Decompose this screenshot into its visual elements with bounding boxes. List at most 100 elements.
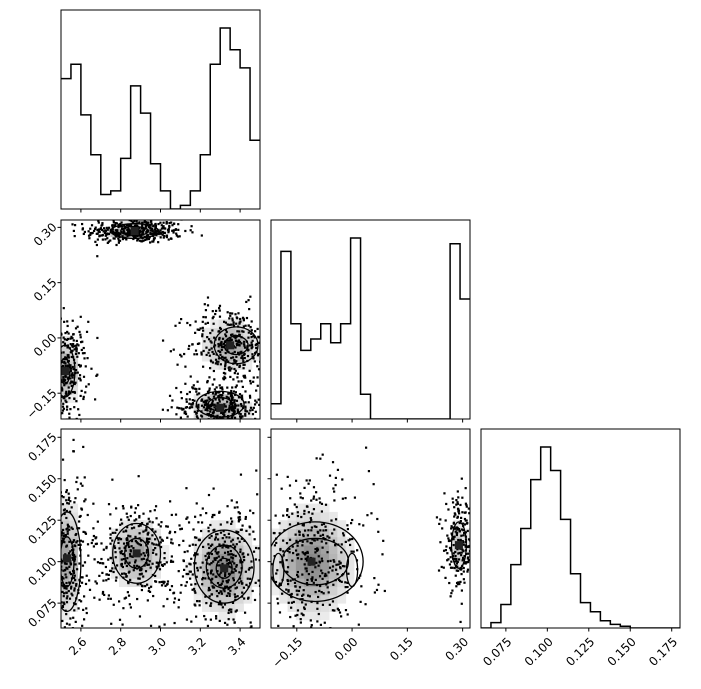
sample-point	[238, 571, 241, 574]
sample-point	[207, 426, 209, 428]
sample-point	[149, 624, 153, 627]
sample-point	[153, 509, 156, 512]
sample-point	[214, 309, 218, 313]
sample-point	[220, 582, 223, 585]
contour-line	[195, 390, 245, 418]
sample-point	[254, 421, 256, 423]
sample-point	[250, 630, 252, 632]
sample-point	[63, 512, 66, 516]
sample-point	[70, 384, 73, 388]
sample-point	[310, 499, 313, 502]
sample-point	[296, 593, 299, 596]
sample-point	[176, 363, 179, 366]
sample-point	[125, 541, 129, 545]
sample-point	[109, 542, 112, 545]
density-cell	[201, 327, 211, 337]
sample-point	[133, 220, 136, 223]
sample-point	[56, 572, 58, 574]
density-peak	[220, 564, 229, 573]
sample-point	[201, 326, 204, 329]
sample-point	[461, 511, 464, 514]
sample-point	[144, 570, 148, 573]
sample-point	[145, 231, 148, 234]
density-cell	[210, 545, 220, 554]
sample-point	[67, 498, 70, 502]
density-cell	[287, 545, 297, 554]
sample-point	[139, 573, 142, 576]
sample-point	[40, 553, 42, 555]
sample-point	[233, 506, 236, 509]
sample-point	[227, 426, 229, 428]
density-cell	[210, 603, 220, 612]
sample-point	[287, 601, 290, 604]
sample-point	[50, 495, 52, 497]
sample-point	[107, 232, 111, 236]
sample-point	[446, 559, 449, 562]
sample-point	[303, 563, 306, 566]
sample-point	[320, 569, 323, 572]
sample-point	[80, 222, 84, 226]
sample-point	[200, 414, 203, 417]
sample-point	[242, 556, 245, 559]
sample-point	[254, 351, 257, 355]
sample-point	[193, 353, 196, 356]
sample-point	[237, 423, 239, 425]
sample-point	[58, 404, 60, 406]
density-cell	[243, 402, 253, 412]
sample-point	[161, 230, 164, 234]
sample-point	[226, 323, 229, 326]
sample-point	[75, 400, 78, 403]
density-panel-1-2	[270, 428, 471, 629]
sample-point	[215, 552, 218, 555]
sample-point	[232, 543, 235, 546]
sample-point	[52, 367, 54, 369]
sample-point	[233, 410, 236, 413]
sample-point	[75, 339, 78, 343]
sample-point	[141, 221, 144, 224]
density-cell	[69, 503, 79, 513]
histogram-panel-1	[270, 219, 471, 420]
sample-point	[76, 343, 79, 346]
sample-point	[50, 351, 52, 353]
sample-point	[245, 583, 248, 586]
density-cell	[210, 528, 220, 538]
density-cell	[337, 536, 347, 546]
y-tick-label: 0.00	[31, 331, 60, 360]
sample-point	[303, 607, 306, 611]
sample-point	[185, 424, 187, 426]
sample-point	[208, 397, 211, 401]
sample-point	[154, 505, 158, 508]
sample-point	[138, 532, 141, 535]
sample-point	[138, 615, 142, 618]
sample-point	[306, 505, 309, 508]
sample-point	[169, 500, 172, 503]
sample-point	[235, 565, 238, 568]
sample-point	[317, 595, 320, 599]
sample-point	[67, 525, 70, 528]
sample-point	[118, 618, 122, 621]
sample-point	[212, 586, 215, 589]
sample-point	[124, 573, 127, 576]
sample-point	[241, 415, 244, 418]
sample-point	[70, 367, 73, 370]
contour-line	[271, 521, 364, 603]
sample-point	[132, 526, 136, 529]
sample-point	[78, 413, 81, 417]
sample-point	[182, 539, 185, 542]
sample-point	[228, 339, 231, 342]
sample-point	[214, 391, 218, 395]
sample-point	[39, 388, 41, 390]
sample-point	[156, 230, 159, 233]
sample-point	[186, 392, 189, 396]
sample-point	[244, 409, 247, 412]
sample-point	[154, 227, 157, 230]
sample-point	[254, 558, 257, 561]
sample-point	[241, 357, 245, 360]
sample-point	[170, 555, 173, 558]
density-cell	[243, 569, 253, 579]
sample-point	[104, 238, 107, 241]
sample-point	[333, 528, 336, 531]
density-cell	[453, 553, 463, 563]
sample-point	[311, 512, 314, 515]
sample-point	[68, 565, 71, 568]
